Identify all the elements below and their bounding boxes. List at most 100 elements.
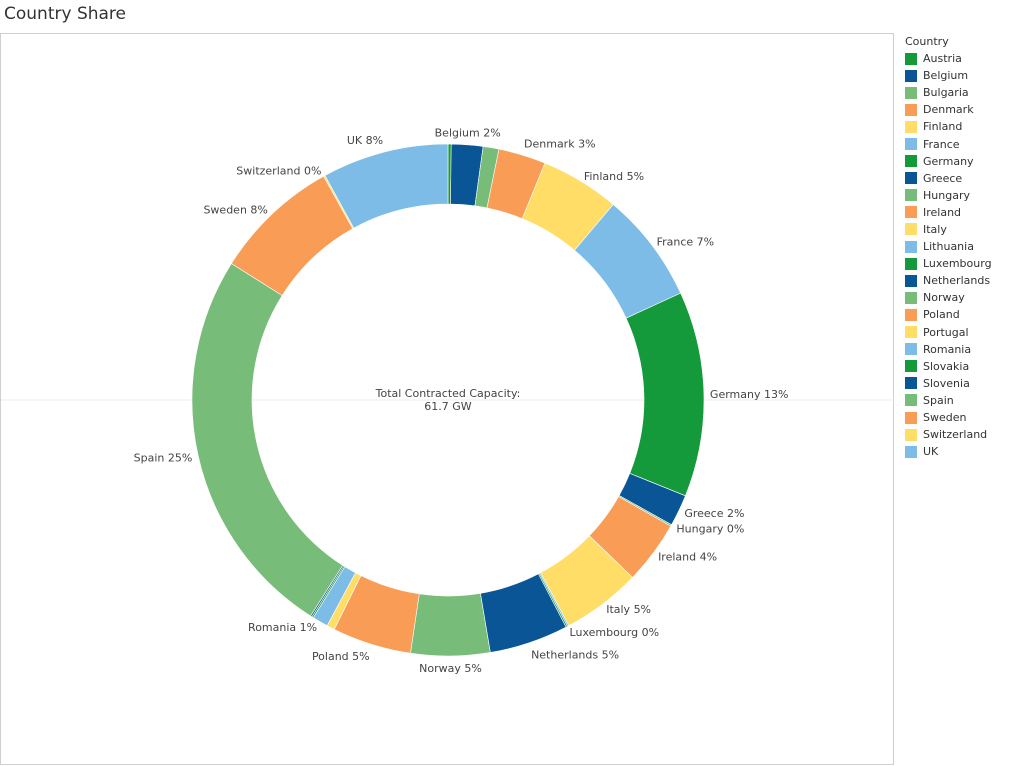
legend-label: Ireland: [923, 205, 962, 219]
slice-germany[interactable]: [625, 292, 705, 497]
legend-label: Germany: [923, 154, 974, 168]
legend-item-belgium[interactable]: Belgium: [905, 67, 1020, 84]
legend-label: Luxembourg: [923, 257, 992, 271]
page-title: Country Share: [4, 4, 126, 24]
legend-label: UK: [923, 445, 939, 459]
legend-label: Finland: [923, 120, 963, 134]
slice-label-romania: Romania 1%: [248, 621, 317, 634]
legend-label: Italy: [923, 222, 947, 236]
legend-label: Romania: [923, 342, 972, 356]
legend-label: Hungary: [923, 188, 970, 202]
legend-item-ireland[interactable]: Ireland: [905, 204, 1020, 221]
legend-label: Spain: [923, 393, 954, 407]
legend-label: France: [923, 137, 960, 151]
legend-item-uk[interactable]: UK: [905, 443, 1020, 460]
donut-chart: Belgium 2% Denmark 3% Finland 5% France 7% G…: [1, 127, 895, 675]
center-text-label: Total Contracted Capacity:: [375, 387, 521, 400]
legend-swatch: [905, 86, 917, 99]
legend-item-slovenia[interactable]: Slovenia: [905, 375, 1020, 392]
legend-swatch: [905, 445, 917, 458]
legend-label: Poland: [923, 308, 960, 322]
legend-swatch: [905, 394, 917, 407]
slice-label-switzerland: Switzerland 0%: [236, 165, 321, 178]
legend-swatch: [905, 103, 917, 116]
legend-item-romania[interactable]: Romania: [905, 341, 1020, 358]
center-text-value: 61.7 GW: [424, 400, 472, 413]
legend-item-greece[interactable]: Greece: [905, 170, 1020, 187]
legend-label: Denmark: [923, 103, 974, 117]
chart-frame: Belgium 2% Denmark 3% Finland 5% France 7% G…: [0, 33, 895, 765]
legend-label: Austria: [923, 52, 962, 66]
legend-swatch: [905, 120, 917, 133]
slice-label-netherlands: Netherlands 5%: [531, 648, 619, 661]
legend-label: Greece: [923, 171, 963, 185]
legend-label: Bulgaria: [923, 86, 969, 100]
legend: Country Austria Belgium Bulgaria Denmark Fin…: [905, 36, 1020, 460]
legend-label: Belgium: [923, 69, 969, 83]
legend-swatch: [905, 155, 917, 168]
legend-title: Country: [905, 35, 949, 48]
slice-label-luxembourg: Luxembourg 0%: [570, 626, 660, 639]
legend-item-luxembourg[interactable]: Luxembourg: [905, 255, 1020, 272]
legend-item-italy[interactable]: Italy: [905, 221, 1020, 238]
legend-items: Austria Belgium Bulgaria Denmark Finland Fran…: [905, 50, 1020, 460]
legend-item-austria[interactable]: Austria: [905, 50, 1020, 67]
slice-label-greece: Greece 2%: [684, 507, 744, 520]
slice-spain[interactable]: [191, 263, 344, 617]
legend-swatch: [905, 52, 917, 65]
legend-swatch: [905, 240, 917, 253]
slice-label-denmark: Denmark 3%: [524, 137, 596, 150]
legend-swatch: [905, 189, 917, 202]
legend-label: Norway: [923, 291, 965, 305]
slice-label-ireland: Ireland 4%: [658, 551, 717, 564]
legend-item-sweden[interactable]: Sweden: [905, 409, 1020, 426]
slice-uk[interactable]: [324, 143, 449, 229]
legend-label: Portugal: [923, 325, 969, 339]
legend-item-denmark[interactable]: Denmark: [905, 101, 1020, 118]
legend-swatch: [905, 138, 917, 151]
legend-swatch: [905, 206, 917, 219]
legend-swatch: [905, 360, 917, 373]
legend-label: Switzerland: [923, 428, 988, 442]
legend-item-poland[interactable]: Poland: [905, 306, 1020, 323]
slice-label-italy: Italy 5%: [606, 603, 651, 616]
legend-item-lithuania[interactable]: Lithuania: [905, 238, 1020, 255]
legend-label: Slovakia: [923, 359, 970, 373]
slice-label-spain: Spain 25%: [134, 451, 193, 464]
legend-label: Lithuania: [923, 240, 974, 254]
slice-norway[interactable]: [410, 592, 491, 657]
legend-swatch: [905, 377, 917, 390]
legend-item-hungary[interactable]: Hungary: [905, 187, 1020, 204]
legend-item-norway[interactable]: Norway: [905, 289, 1020, 306]
legend-swatch: [905, 326, 917, 339]
legend-swatch: [905, 257, 917, 270]
slice-label-poland: Poland 5%: [312, 650, 370, 663]
legend-item-germany[interactable]: Germany: [905, 153, 1020, 170]
slice-label-belgium: Belgium 2%: [435, 127, 501, 140]
legend-item-netherlands[interactable]: Netherlands: [905, 272, 1020, 289]
legend-label: Sweden: [923, 411, 967, 425]
legend-label: Slovenia: [923, 376, 970, 390]
slice-label-sweden: Sweden 8%: [203, 204, 267, 217]
legend-item-finland[interactable]: Finland: [905, 118, 1020, 135]
legend-swatch: [905, 291, 917, 304]
legend-swatch: [905, 223, 917, 236]
slice-label-uk: UK 8%: [347, 134, 383, 147]
slice-label-germany: Germany 13%: [710, 388, 789, 401]
legend-item-slovakia[interactable]: Slovakia: [905, 358, 1020, 375]
legend-item-france[interactable]: France: [905, 135, 1020, 152]
legend-swatch: [905, 172, 917, 185]
legend-item-portugal[interactable]: Portugal: [905, 324, 1020, 341]
legend-item-bulgaria[interactable]: Bulgaria: [905, 84, 1020, 101]
slice-label-finland: Finland 5%: [584, 170, 644, 183]
legend-swatch: [905, 343, 917, 356]
slice-label-france: France 7%: [657, 235, 715, 248]
legend-swatch: [905, 428, 917, 441]
legend-item-switzerland[interactable]: Switzerland: [905, 426, 1020, 443]
legend-swatch: [905, 69, 917, 82]
legend-label: Netherlands: [923, 274, 991, 288]
legend-swatch: [905, 411, 917, 424]
legend-item-spain[interactable]: Spain: [905, 392, 1020, 409]
legend-swatch: [905, 308, 917, 321]
